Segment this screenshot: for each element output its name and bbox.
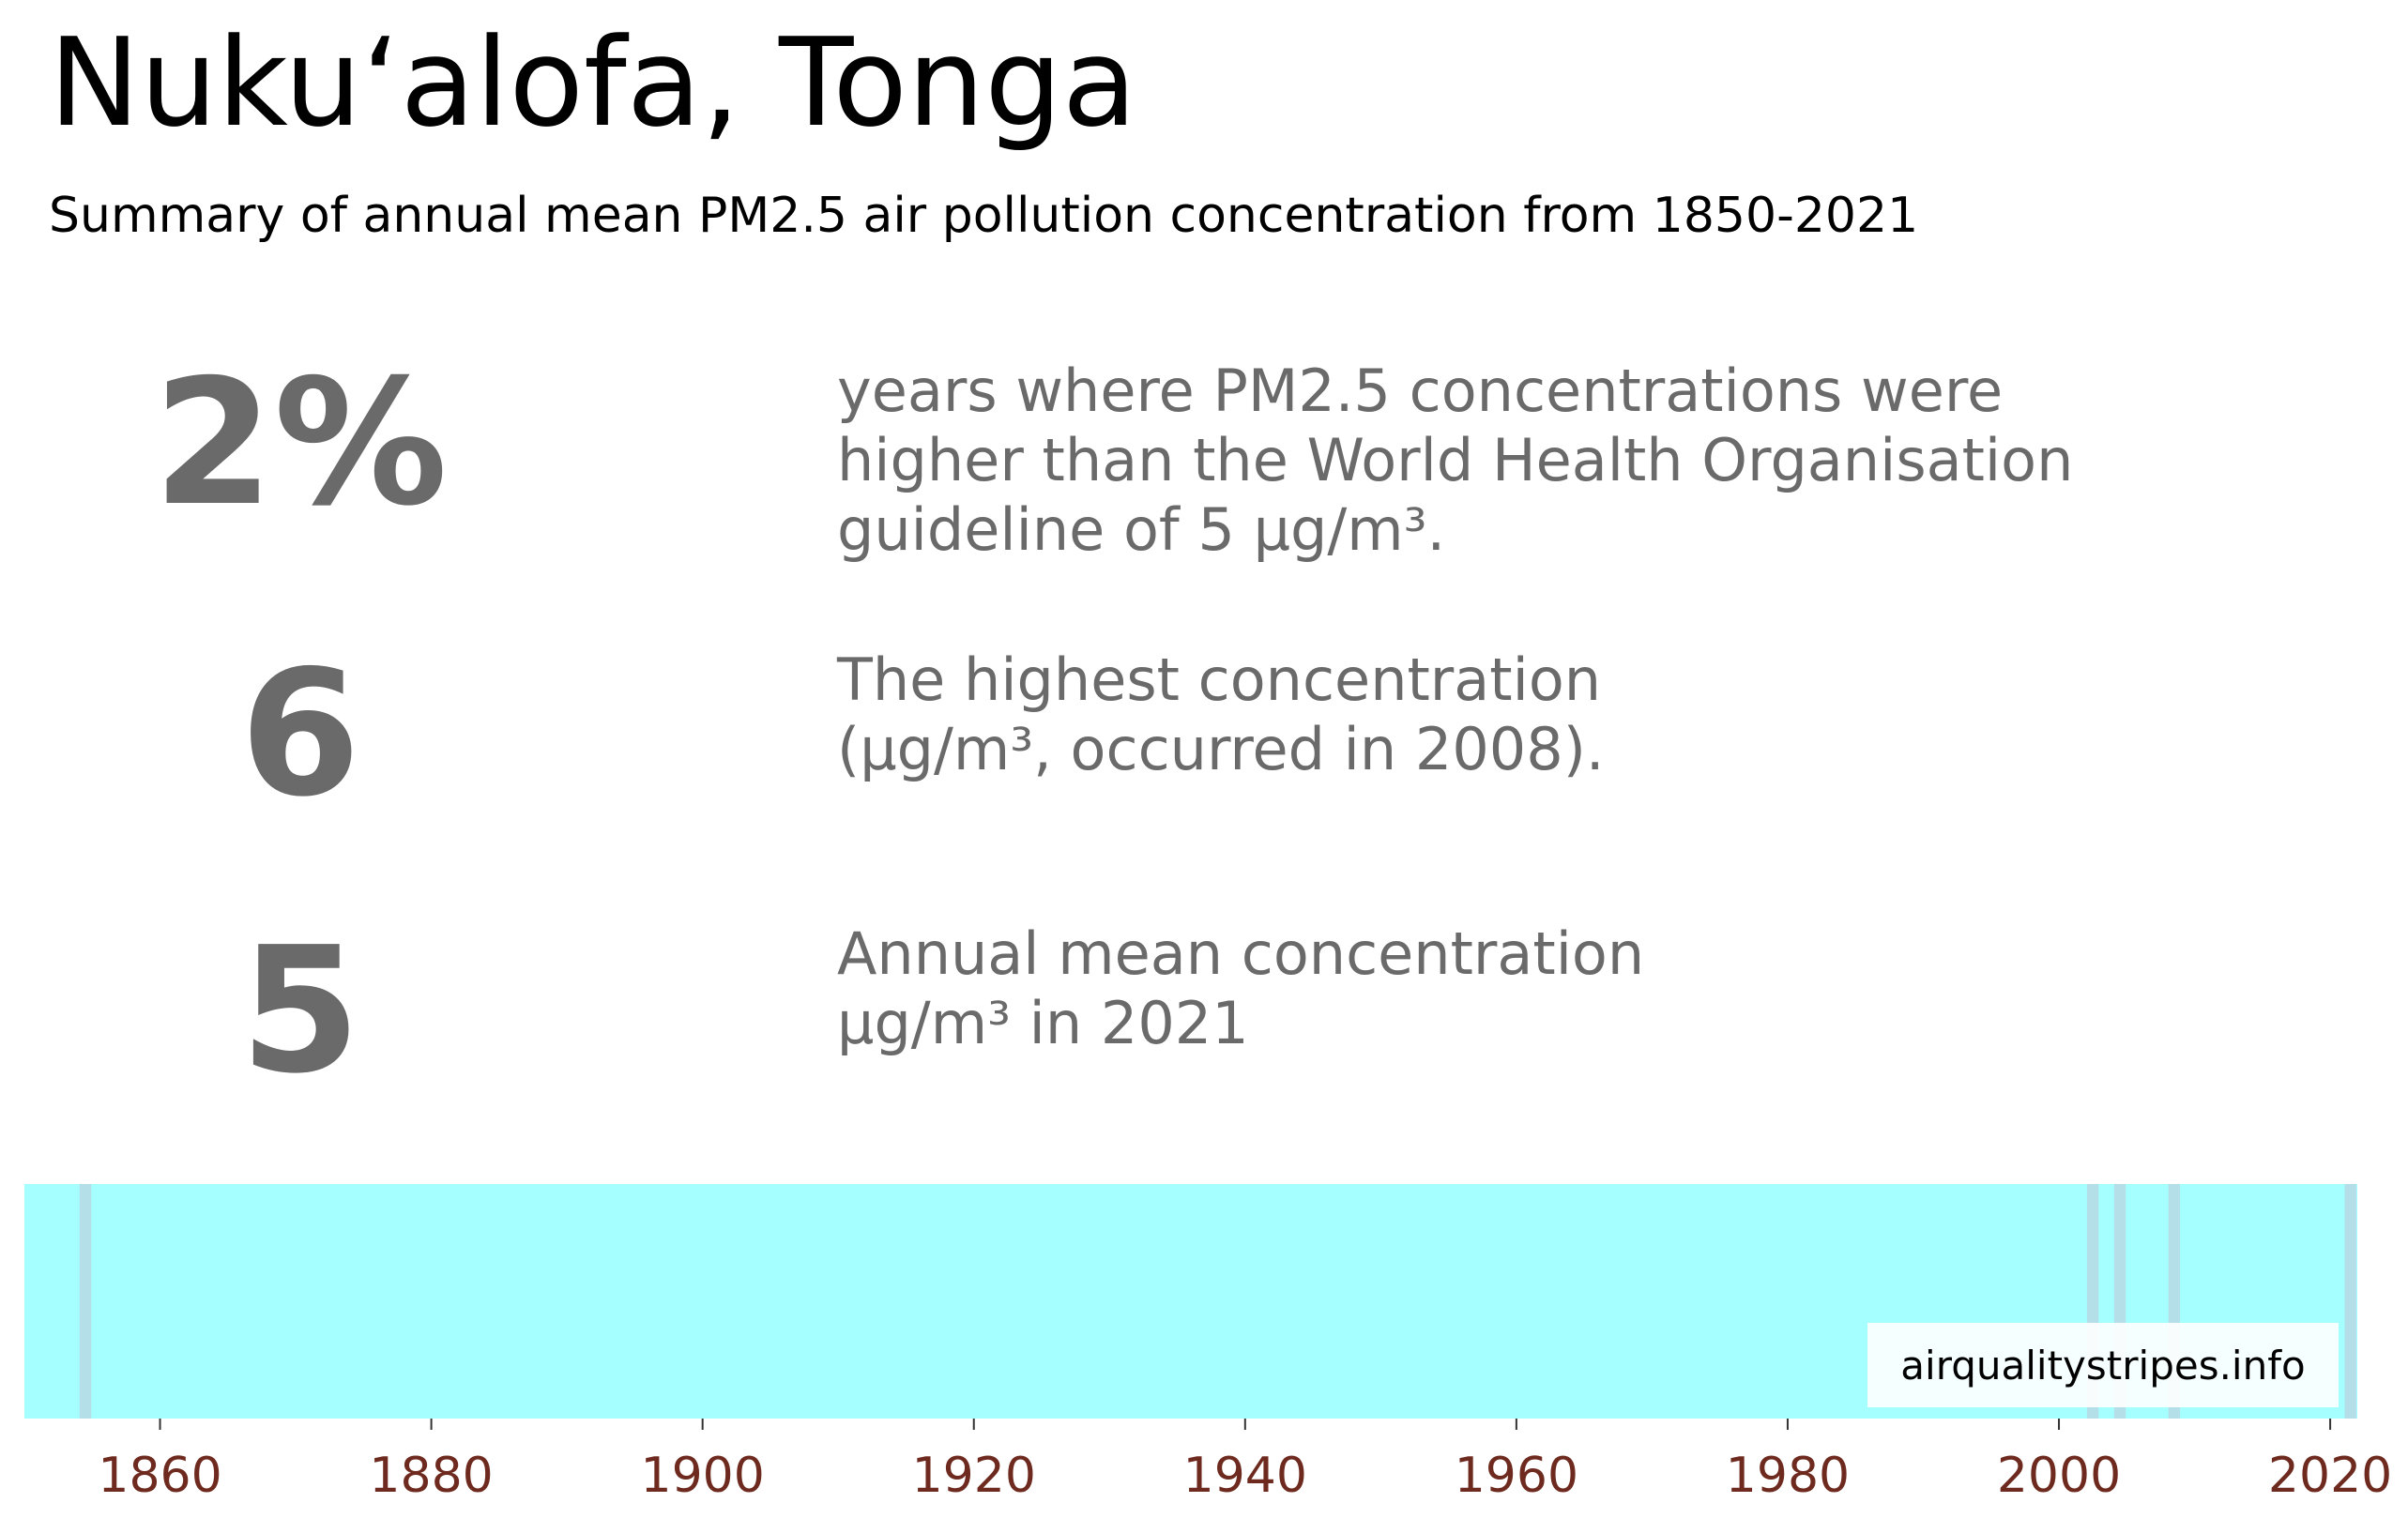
stat-exceedance-value: 2% (152, 342, 449, 544)
x-tick-label-1880: 1880 (369, 1448, 493, 1504)
stat-latest-value: 5 (239, 909, 361, 1112)
x-tick-label-1900: 1900 (641, 1448, 765, 1504)
watermark-label: airqualitystripes.info (1867, 1323, 2339, 1407)
stat-highest-description: The highest concentration (µg/m³, occurr… (837, 645, 1605, 783)
x-tick-label-1940: 1940 (1183, 1448, 1307, 1504)
x-tick-label-1960: 1960 (1455, 1448, 1578, 1504)
stat-highest-value: 6 (239, 632, 361, 835)
page-subtitle: Summary of annual mean PM2.5 air polluti… (49, 188, 1919, 244)
x-tick-label-1920: 1920 (912, 1448, 1036, 1504)
stripe-2021 (2344, 1184, 2356, 1419)
stripe-1854 (79, 1184, 92, 1419)
x-tick-label-1860: 1860 (98, 1448, 221, 1504)
x-tick-label-2020: 2020 (2268, 1448, 2392, 1504)
stat-latest-description: Annual mean concentration µg/m³ in 2021 (837, 919, 1645, 1057)
page-title: Nukuʻalofa, Tonga (49, 11, 1137, 154)
stat-exceedance-description: years where PM2.5 concentrations were hi… (837, 357, 2074, 564)
x-tick-label-2000: 2000 (1997, 1448, 2121, 1504)
x-tick-label-1980: 1980 (1726, 1448, 1850, 1504)
